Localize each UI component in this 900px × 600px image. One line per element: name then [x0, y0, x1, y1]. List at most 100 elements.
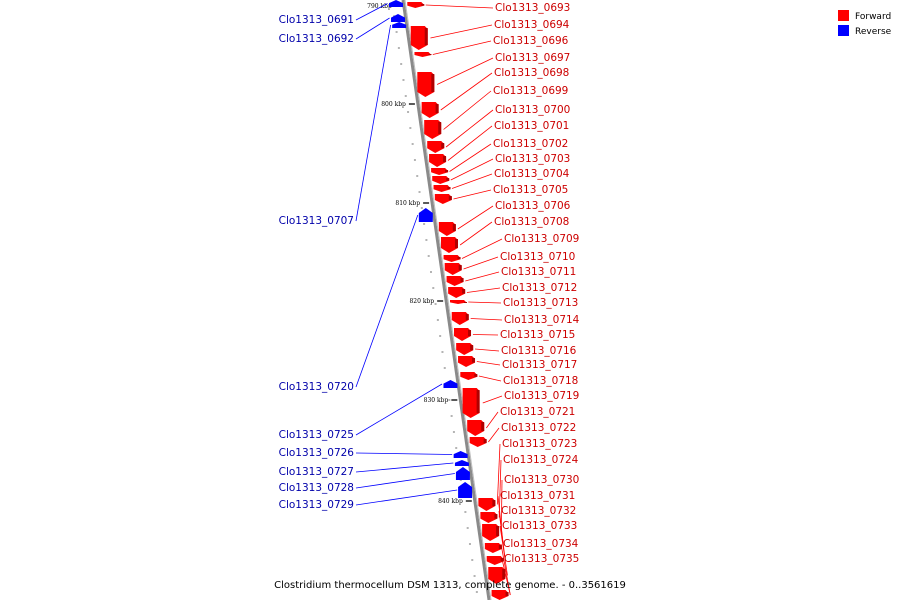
forward-gene-label: Clo1313_0734 [503, 538, 579, 550]
forward-gene-shade [454, 239, 458, 248]
forward-gene-shade [424, 28, 428, 45]
forward-gene-shade [438, 122, 442, 134]
forward-gene-label: Clo1313_0694 [494, 19, 570, 31]
forward-gene-arrow [467, 420, 485, 436]
forward-gene-label: Clo1313_0714 [504, 314, 580, 326]
forward-gene-shade [496, 526, 500, 536]
forward-label-link [451, 173, 493, 189]
forward-label-link [449, 143, 492, 172]
forward-gene-arrow [478, 498, 496, 511]
forward-gene-label: Clo1313_0713 [503, 297, 578, 309]
reverse-gene-arrow [454, 460, 469, 466]
forward-label-link [443, 90, 492, 130]
forward-label-link [445, 109, 494, 148]
forward-label-link [463, 256, 499, 270]
forward-gene-shade [500, 558, 504, 562]
forward-gene-label: Clo1313_0721 [500, 406, 575, 418]
forward-gene-shade [505, 592, 509, 596]
forward-label-link [476, 361, 501, 366]
forward-gene-label: Clo1313_0723 [502, 438, 577, 450]
forward-label-link [459, 221, 493, 246]
forward-label-link [478, 375, 502, 382]
legend-reverse-label: Reverse [855, 27, 892, 37]
forward-gene-label: Clo1313_0711 [501, 266, 576, 278]
reverse-gene-label: Clo1313_0691 [279, 14, 354, 26]
reverse-gene-label: Clo1313_0729 [279, 499, 354, 511]
reverse-label-link [355, 452, 453, 455]
forward-gene-shade [502, 569, 506, 579]
forward-gene-arrow [456, 343, 474, 355]
forward-gene-shade [447, 187, 451, 190]
tick-label: 790 kbp [367, 3, 392, 10]
forward-gene-arrow [446, 276, 464, 286]
legend-forward-label: Forward [855, 12, 891, 22]
forward-label-link [461, 238, 503, 259]
forward-gene-label: Clo1313_0704 [494, 168, 570, 180]
forward-label-link [499, 525, 508, 576]
reverse-gene-label: Clo1313_0726 [279, 447, 355, 459]
forward-gene-arrow [417, 72, 435, 97]
forward-gene-label: Clo1313_0717 [502, 359, 577, 371]
forward-gene-label: Clo1313_0698 [494, 67, 569, 79]
reverse-gene-label: Clo1313_0725 [279, 429, 354, 441]
reverse-label-link [355, 214, 419, 388]
forward-gene-arrow [484, 543, 502, 553]
forward-gene-arrow [434, 194, 452, 204]
forward-gene-arrow [440, 237, 458, 253]
forward-label-link [457, 205, 494, 230]
forward-gene-arrow [438, 222, 456, 236]
forward-gene-shade [481, 422, 485, 431]
forward-gene-label: Clo1313_0716 [501, 345, 577, 357]
forward-gene-label: Clo1313_0715 [500, 329, 575, 341]
forward-gene-label: Clo1313_0702 [493, 138, 568, 150]
forward-gene-shade [472, 358, 476, 363]
forward-gene-shade [492, 500, 496, 506]
forward-label-link [436, 57, 494, 85]
reverse-gene-label: Clo1313_0728 [279, 482, 354, 494]
forward-gene-label: Clo1313_0724 [503, 454, 579, 466]
forward-gene-arrow [454, 328, 472, 341]
gene-layer [389, 0, 509, 600]
reverse-label-link [355, 24, 391, 222]
forward-gene-label: Clo1313_0706 [495, 200, 571, 212]
forward-gene-label: Clo1313_0732 [501, 505, 576, 517]
forward-gene-label: Clo1313_0712 [502, 282, 577, 294]
forward-gene-shade [441, 143, 445, 149]
forward-gene-shade [448, 196, 452, 200]
forward-gene-label: Clo1313_0733 [502, 520, 577, 532]
forward-gene-shade [494, 514, 498, 519]
forward-gene-shade [458, 265, 462, 271]
tick-label: 800 kbp [381, 101, 406, 108]
forward-gene-label: Clo1313_0693 [495, 2, 570, 14]
forward-label-link [450, 158, 494, 181]
forward-gene-arrow [482, 524, 500, 541]
forward-label-link [474, 348, 500, 352]
forward-gene-shade [431, 74, 435, 92]
reverse-gene-label: Clo1313_0707 [279, 215, 354, 227]
forward-gene-shade [498, 545, 502, 549]
forward-gene-shade [457, 257, 461, 260]
forward-gene-arrow [451, 312, 469, 325]
forward-gene-arrow [450, 300, 467, 304]
legend-forward-swatch [838, 10, 849, 21]
forward-gene-label: Clo1313_0709 [504, 233, 579, 245]
forward-gene-shade [470, 345, 474, 351]
forward-label-link [482, 395, 503, 404]
forward-gene-shade [465, 314, 469, 320]
forward-label-link [470, 318, 503, 321]
forward-gene-arrow [431, 168, 449, 175]
forward-label-link [501, 558, 511, 596]
forward-gene-shade [446, 178, 450, 181]
reverse-gene-arrow [443, 380, 458, 388]
reverse-gene-label: Clo1313_0727 [279, 466, 354, 478]
forward-label-link [466, 287, 501, 293]
reverse-gene-arrow [392, 22, 407, 28]
forward-gene-arrow [488, 567, 506, 584]
forward-gene-arrow [480, 512, 498, 523]
forward-gene-arrow [469, 437, 487, 447]
forward-gene-shade [474, 374, 478, 377]
reverse-label-link [355, 3, 388, 21]
forward-gene-label: Clo1313_0708 [494, 216, 569, 228]
forward-gene-shade [428, 54, 432, 55]
